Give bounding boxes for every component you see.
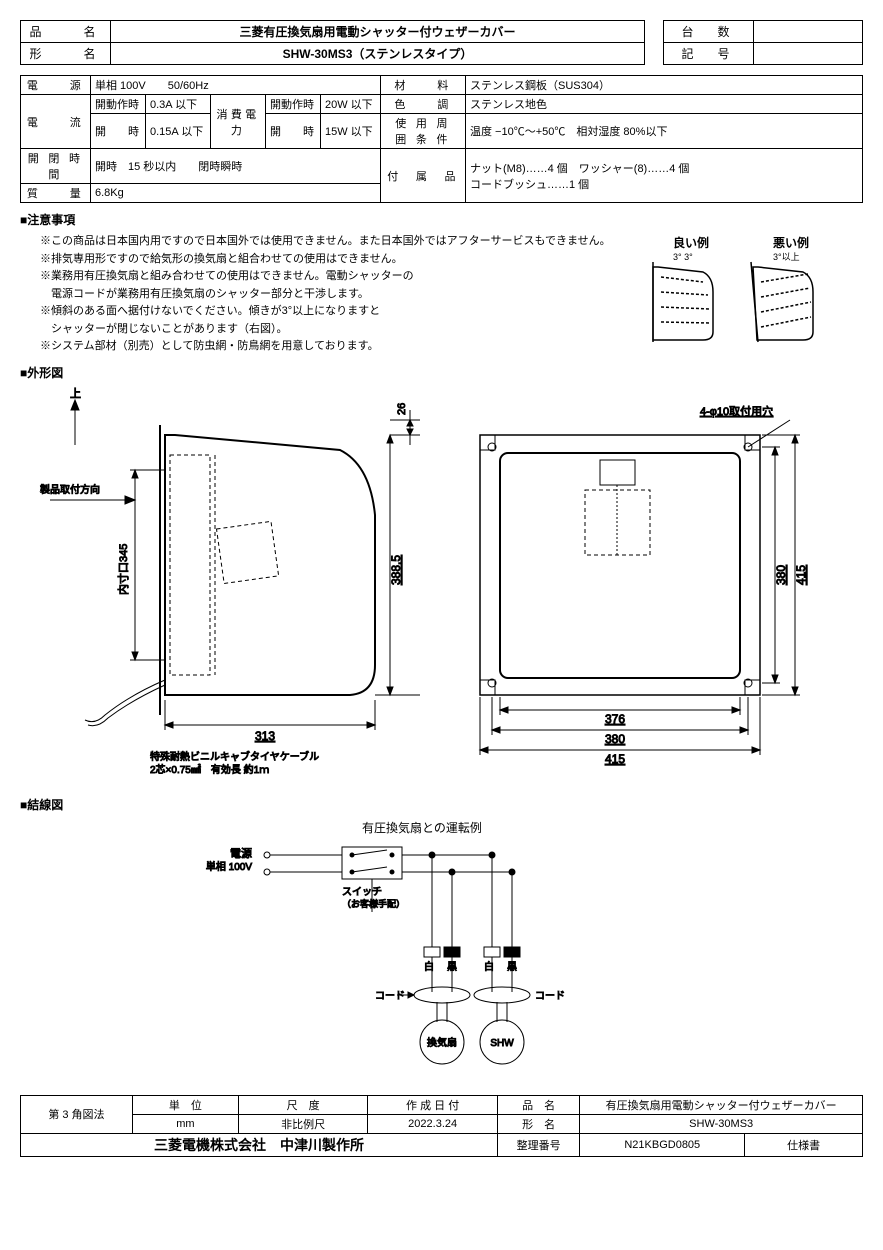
- wiring-shw: SHW: [490, 1038, 514, 1049]
- dim-depth: 313: [255, 729, 275, 743]
- date-value: 2022.3.24: [368, 1114, 498, 1133]
- current-label: 電 流: [21, 95, 91, 149]
- wiring-cord-1: コード: [375, 991, 405, 1002]
- up-label: 上: [70, 387, 81, 400]
- wiring-power-label: 電源: [230, 846, 252, 860]
- refno: N21KBGD0805: [580, 1133, 745, 1156]
- header-left-table: 品 名 三菱有圧換気扇用電動シャッター付ウェザーカバー 形 名 SHW-30MS…: [20, 20, 645, 65]
- good-label: 良い例: [673, 235, 709, 250]
- unit-label: 単 位: [132, 1095, 238, 1114]
- notes-block: ※この商品は日本国内用ですので日本国外では使用できません。また日本国外ではアフタ…: [20, 232, 633, 356]
- header-block: 品 名 三菱有圧換気扇用電動シャッター付ウェザーカバー 形 名 SHW-30MS…: [20, 20, 863, 65]
- product-name: 三菱有圧換気扇用電動シャッター付ウェザーカバー: [111, 21, 645, 43]
- watt-run-label: 開 時: [266, 114, 321, 149]
- dim-inner-sq: 内寸口345: [116, 543, 130, 594]
- product-name-label: 品 名: [21, 21, 111, 43]
- scale-label: 尺 度: [238, 1095, 368, 1114]
- note-5: ※システム部材（別売）として防虫網・防鳥網を用意しております。: [40, 338, 633, 355]
- refno-label: 整理番号: [497, 1133, 579, 1156]
- color-label: 色 調: [381, 95, 466, 114]
- cable-note2: 2芯×0.75㎟ 有効長 約1ｍ: [150, 763, 269, 776]
- header-right-table: 台 数 記 号: [663, 20, 863, 65]
- color-value: ステンレス地色: [466, 95, 863, 114]
- footer-name: 有圧換気扇用電動シャッター付ウェザーカバー: [580, 1095, 863, 1114]
- env-value: 温度 −10℃〜+50℃ 相対湿度 80%以下: [466, 114, 863, 149]
- good-bad-example-svg: 良い例 悪い例 3° 3° 3°以上: [633, 232, 863, 352]
- wiring-svg: 有圧換気扇との運転例 電源 単相 100V スイッチ （お客様手配） 白 黒: [192, 817, 692, 1077]
- openclose-label: 開 閉 時 間: [21, 149, 91, 184]
- dim-h-inner: 380: [774, 564, 788, 584]
- accessory-label: 付 属 品: [381, 149, 466, 203]
- footer-model: SHW-30MS3: [580, 1114, 863, 1133]
- wiring-power-spec: 単相 100V: [205, 860, 251, 873]
- dim-w-inner: 376: [605, 712, 625, 726]
- current-open-label: 開動作時: [91, 95, 146, 114]
- example-figures: 良い例 悪い例 3° 3° 3°以上: [633, 232, 863, 356]
- footer-name-label: 品 名: [497, 1095, 579, 1114]
- note-4b: シャッターが閉じないことがあります（右図）。: [40, 321, 633, 338]
- note-1: ※この商品は日本国内用ですので日本国外では使用できません。また日本国外ではアフタ…: [40, 233, 633, 250]
- wiring-switch-note: （お客様手配）: [342, 898, 405, 909]
- spec-table: 電 源 単相 100V 50/60Hz 材 料 ステンレス鋼板（SUS304） …: [20, 75, 863, 203]
- dim-height: 388.5: [389, 554, 403, 584]
- model-value: SHW-30MS3（ステンレスタイプ）: [111, 43, 645, 65]
- current-run-label: 開 時: [91, 114, 146, 149]
- note-2: ※排気専用形ですので給気形の換気扇と組合わせての使用はできません。: [40, 251, 633, 268]
- wiring-cord-2: コード: [535, 991, 565, 1002]
- bad-label: 悪い例: [773, 235, 809, 250]
- watt-open: 20W 以下: [321, 95, 381, 114]
- outline-svg: 上 製品取付方向 26 388.5: [20, 385, 860, 785]
- wiring-title: ■結線図: [20, 796, 863, 813]
- wattage-label: 消費電力: [211, 95, 266, 149]
- note-3b: 電源コードが業務用有圧換気扇のシャッター部分と干渉します。: [40, 286, 633, 303]
- watt-run: 15W 以下: [321, 114, 381, 149]
- projection: 第 3 角図法: [21, 1095, 133, 1133]
- accessory-value: ナット(M8)……4 個 ワッシャー(8)……4 個 コードブッシュ……1 個: [466, 149, 863, 203]
- date-label: 作 成 日 付: [368, 1095, 498, 1114]
- scale-value: 非比例尺: [238, 1114, 368, 1133]
- notes-title: ■注意事項: [20, 211, 863, 228]
- dim-h-outer: 415: [794, 564, 808, 584]
- model-label: 形 名: [21, 43, 111, 65]
- power-label: 電 源: [21, 76, 91, 95]
- wiring-diagram: 有圧換気扇との運転例 電源 単相 100V スイッチ （お客様手配） 白 黒: [20, 817, 863, 1080]
- unit-value: mm: [132, 1114, 238, 1133]
- power-value: 単相 100V 50/60Hz: [91, 76, 381, 95]
- qty-value: [754, 21, 863, 43]
- wiring-switch-label: スイッチ: [342, 886, 382, 898]
- current-open: 0.3A 以下: [146, 95, 211, 114]
- openclose-value: 開時 15 秒以内 閉時瞬時: [91, 149, 381, 184]
- outline-diagram: 上 製品取付方向 26 388.5: [20, 385, 863, 788]
- footer-table: 第 3 角図法 単 位 尺 度 作 成 日 付 品 名 有圧換気扇用電動シャッタ…: [20, 1095, 863, 1157]
- dim-w-mid: 380: [605, 732, 625, 746]
- angle-good: 3° 3°: [673, 252, 693, 262]
- mass-label: 質 量: [21, 184, 91, 203]
- mass-value: 6.8Kg: [91, 184, 381, 203]
- cable-note1: 特殊耐熱ビニルキャブタイヤケーブル: [150, 750, 319, 763]
- qty-label: 台 数: [664, 21, 754, 43]
- current-run: 0.15A 以下: [146, 114, 211, 149]
- material-value: ステンレス鋼板（SUS304）: [466, 76, 863, 95]
- material-label: 材 料: [381, 76, 466, 95]
- outline-title: ■外形図: [20, 364, 863, 381]
- doctype: 仕様書: [745, 1133, 863, 1156]
- mark-label: 記 号: [664, 43, 754, 65]
- note-3: ※業務用有圧換気扇と組み合わせての使用はできません。電動シャッターの: [40, 268, 633, 285]
- hole-note: 4-φ10取付用穴: [700, 404, 773, 418]
- watt-open-label: 開動作時: [266, 95, 321, 114]
- env-label: 使 用 周 囲 条 件: [381, 114, 466, 149]
- angle-bad: 3°以上: [773, 252, 800, 262]
- dim-w-outer: 415: [605, 752, 625, 766]
- wiring-example-title: 有圧換気扇との運転例: [362, 820, 482, 835]
- footer-model-label: 形 名: [497, 1114, 579, 1133]
- wiring-fan: 換気扇: [427, 1036, 457, 1049]
- note-4: ※傾斜のある面へ据付けないでください。傾きが3°以上になりますと: [40, 303, 633, 320]
- dim-26: 26: [396, 402, 408, 414]
- mount-dir: 製品取付方向: [40, 483, 100, 496]
- mark-value: [754, 43, 863, 65]
- company: 三菱電機株式会社 中津川製作所: [21, 1133, 498, 1156]
